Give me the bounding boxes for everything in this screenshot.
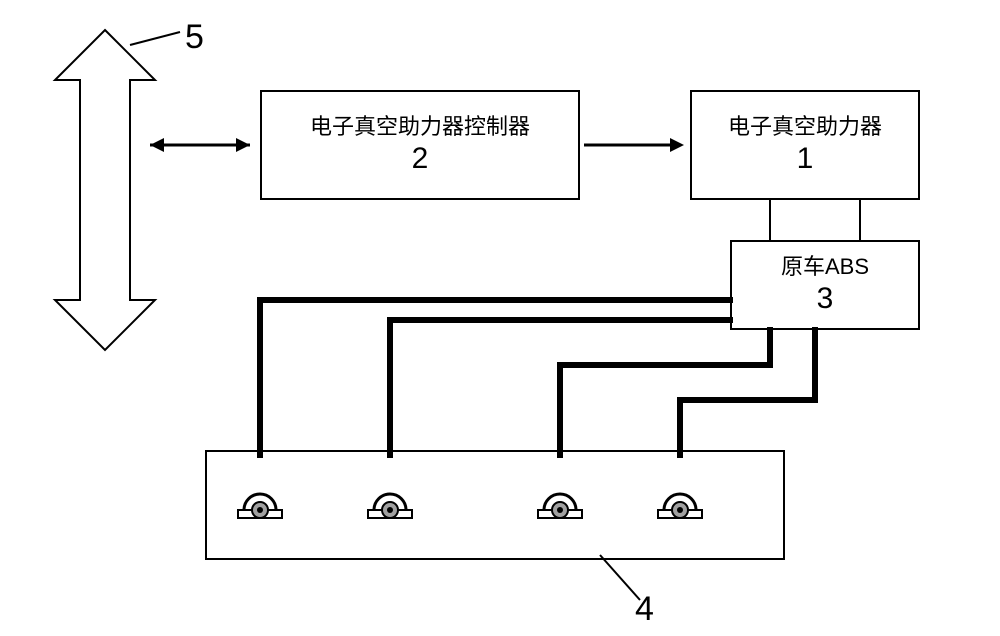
controller-title: 电子真空助力器控制器 <box>310 114 530 140</box>
abs-box: 原车ABS 3 <box>730 240 920 330</box>
controller-booster-arrow <box>584 138 684 152</box>
abs-title: 原车ABS <box>781 254 869 280</box>
abs-num: 3 <box>817 282 834 316</box>
bus-label: 车载CAN总线 <box>92 88 124 272</box>
bus-controller-arrow <box>150 138 250 152</box>
controller-box: 电子真空助力器控制器 2 <box>260 90 580 200</box>
brake-tray <box>205 450 785 560</box>
callout-4-leader <box>600 555 640 600</box>
callout-5: 5 <box>185 18 204 57</box>
callout-5-leader <box>130 32 180 45</box>
callout-4: 4 <box>635 590 654 629</box>
diagram-canvas: 电子真空助力器控制器 2 电子真空助力器 1 原车ABS 3 5 4 车载CAN… <box>0 0 1000 636</box>
booster-title: 电子真空助力器 <box>728 114 882 140</box>
booster-to-abs-lines <box>770 200 860 240</box>
booster-num: 1 <box>797 142 814 176</box>
booster-box: 电子真空助力器 1 <box>690 90 920 200</box>
controller-num: 2 <box>412 142 429 176</box>
